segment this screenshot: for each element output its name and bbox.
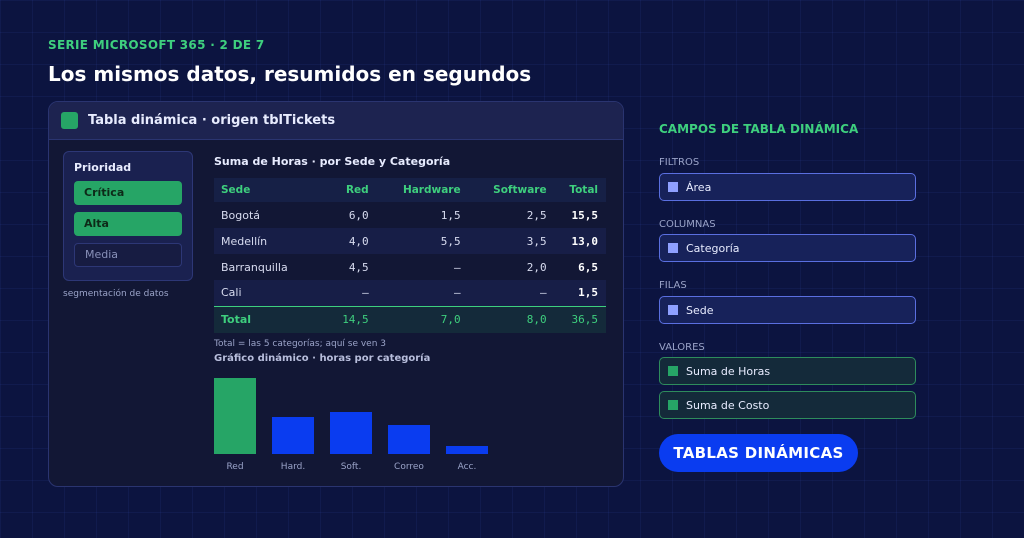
table-row: Cali — — — 1,5 [214,280,606,306]
pivot-table-title: Suma de Horas · por Sede y Categoría [214,155,451,168]
chart-category-label: Soft. [340,462,362,472]
table-header-row: Sede Red Hardware Software Total [214,178,606,202]
field-marker-icon [668,305,678,315]
table-row: Medellín 4,0 5,5 3,5 13,0 [214,228,606,254]
chart-category-label: Correo [394,462,424,472]
fields-pane-title: CAMPOS DE TABLA DINÁMICA [659,122,859,136]
column-header[interactable]: Total [554,178,606,202]
rows-label: FILAS [659,280,687,291]
chart-bar [388,425,430,454]
slicer-item-critica[interactable]: Crítica [74,181,182,205]
table-cell[interactable]: — [468,280,555,306]
table-cell[interactable]: Barranquilla [221,260,288,274]
table-cell[interactable]: 6,5 [578,260,598,274]
pivot-table: Sede Red Hardware Software Total Bogotá … [214,178,606,333]
table-cell[interactable]: 5,5 [376,228,469,254]
values-label: VALORES [659,342,705,353]
table-cell[interactable]: — [376,280,469,306]
table-cell[interactable]: — [328,280,377,306]
chart-bar [446,446,488,454]
table-cell[interactable]: 1,5 [440,208,461,222]
pivot-chart[interactable]: Red Hard. Soft. Correo Acc. [199,368,499,480]
panel-header: Tabla dinámica · origen tblTickets [49,102,623,140]
table-cell[interactable]: 14,5 [328,305,377,333]
table-note: Total = las 5 categorías; aquí se ven 3 [214,339,387,349]
table-cell[interactable]: Bogotá [221,208,261,222]
column-header[interactable]: Software [468,178,555,202]
field-label: Sede [686,303,714,317]
table-row: Barranquilla 4,5 — 2,0 6,5 [214,254,606,280]
series-label: SERIE MICROSOFT 365 · 2 DE 7 [48,38,265,52]
slicer-caption: segmentación de datos [63,289,169,299]
topic-badge: TABLAS DINÁMICAS [659,434,858,472]
field-suma-horas[interactable]: Suma de Horas [659,357,916,385]
table-cell[interactable]: 4,5 [348,260,369,274]
field-categoria[interactable]: Categoría [659,234,916,262]
chart-bar [272,417,314,454]
slicer-title: Prioridad [74,161,132,174]
field-label: Suma de Horas [686,364,771,378]
field-marker-icon [668,243,678,253]
field-area[interactable]: Área [659,173,916,201]
chart-category-label: Acc. [457,462,477,472]
chart-bar [330,412,372,454]
field-marker-icon [668,366,678,376]
chart-bar [214,378,256,454]
pivot-table-panel: Tabla dinámica · origen tblTickets Prior… [48,101,624,487]
slicer-item-media[interactable]: Media [74,243,182,267]
table-cell[interactable]: 13,0 [554,228,606,254]
table-cell[interactable]: 6,0 [348,208,369,222]
field-marker-icon [668,400,678,410]
page-title: Los mismos datos, resumidos en segundos [48,62,532,86]
table-icon [61,112,78,129]
field-label: Categoría [686,241,740,255]
field-marker-icon [668,182,678,192]
table-cell[interactable]: 7,0 [376,305,469,333]
column-header[interactable]: Hardware [376,178,469,202]
slicer-item-alta[interactable]: Alta [74,212,182,236]
table-cell[interactable]: 8,0 [468,305,555,333]
table-cell[interactable]: 1,5 [554,280,606,306]
table-cell[interactable]: 2,0 [526,260,547,274]
table-cell[interactable]: 36,5 [554,305,606,333]
table-cell[interactable]: 3,5 [468,228,555,254]
table-cell[interactable]: Total [214,305,329,333]
field-sede[interactable]: Sede [659,296,916,324]
chart-category-label: Hard. [280,462,306,472]
column-header[interactable]: Red [328,178,377,202]
filters-label: FILTROS [659,157,700,168]
table-cell[interactable]: 15,5 [571,208,599,222]
table-total-row: Total 14,5 7,0 8,0 36,5 [214,305,606,333]
table-cell[interactable]: 4,0 [328,228,377,254]
priority-slicer: Prioridad Crítica Alta Media [63,151,193,281]
field-label: Suma de Costo [686,398,770,412]
field-suma-costo[interactable]: Suma de Costo [659,391,916,419]
table-cell[interactable]: Medellín [214,228,329,254]
table-cell[interactable]: Cali [214,280,329,306]
column-header[interactable]: Sede [214,178,329,202]
table-cell[interactable]: 2,5 [526,208,547,222]
table-cell[interactable]: — [453,260,461,274]
field-label: Área [686,180,712,194]
table-row: Bogotá 6,0 1,5 2,5 15,5 [214,202,606,228]
columns-label: COLUMNAS [659,219,716,230]
chart-title: Gráfico dinámico · horas por categoría [214,353,431,364]
chart-category-label: Red [226,462,244,472]
panel-title: Tabla dinámica · origen tblTickets [88,113,336,128]
